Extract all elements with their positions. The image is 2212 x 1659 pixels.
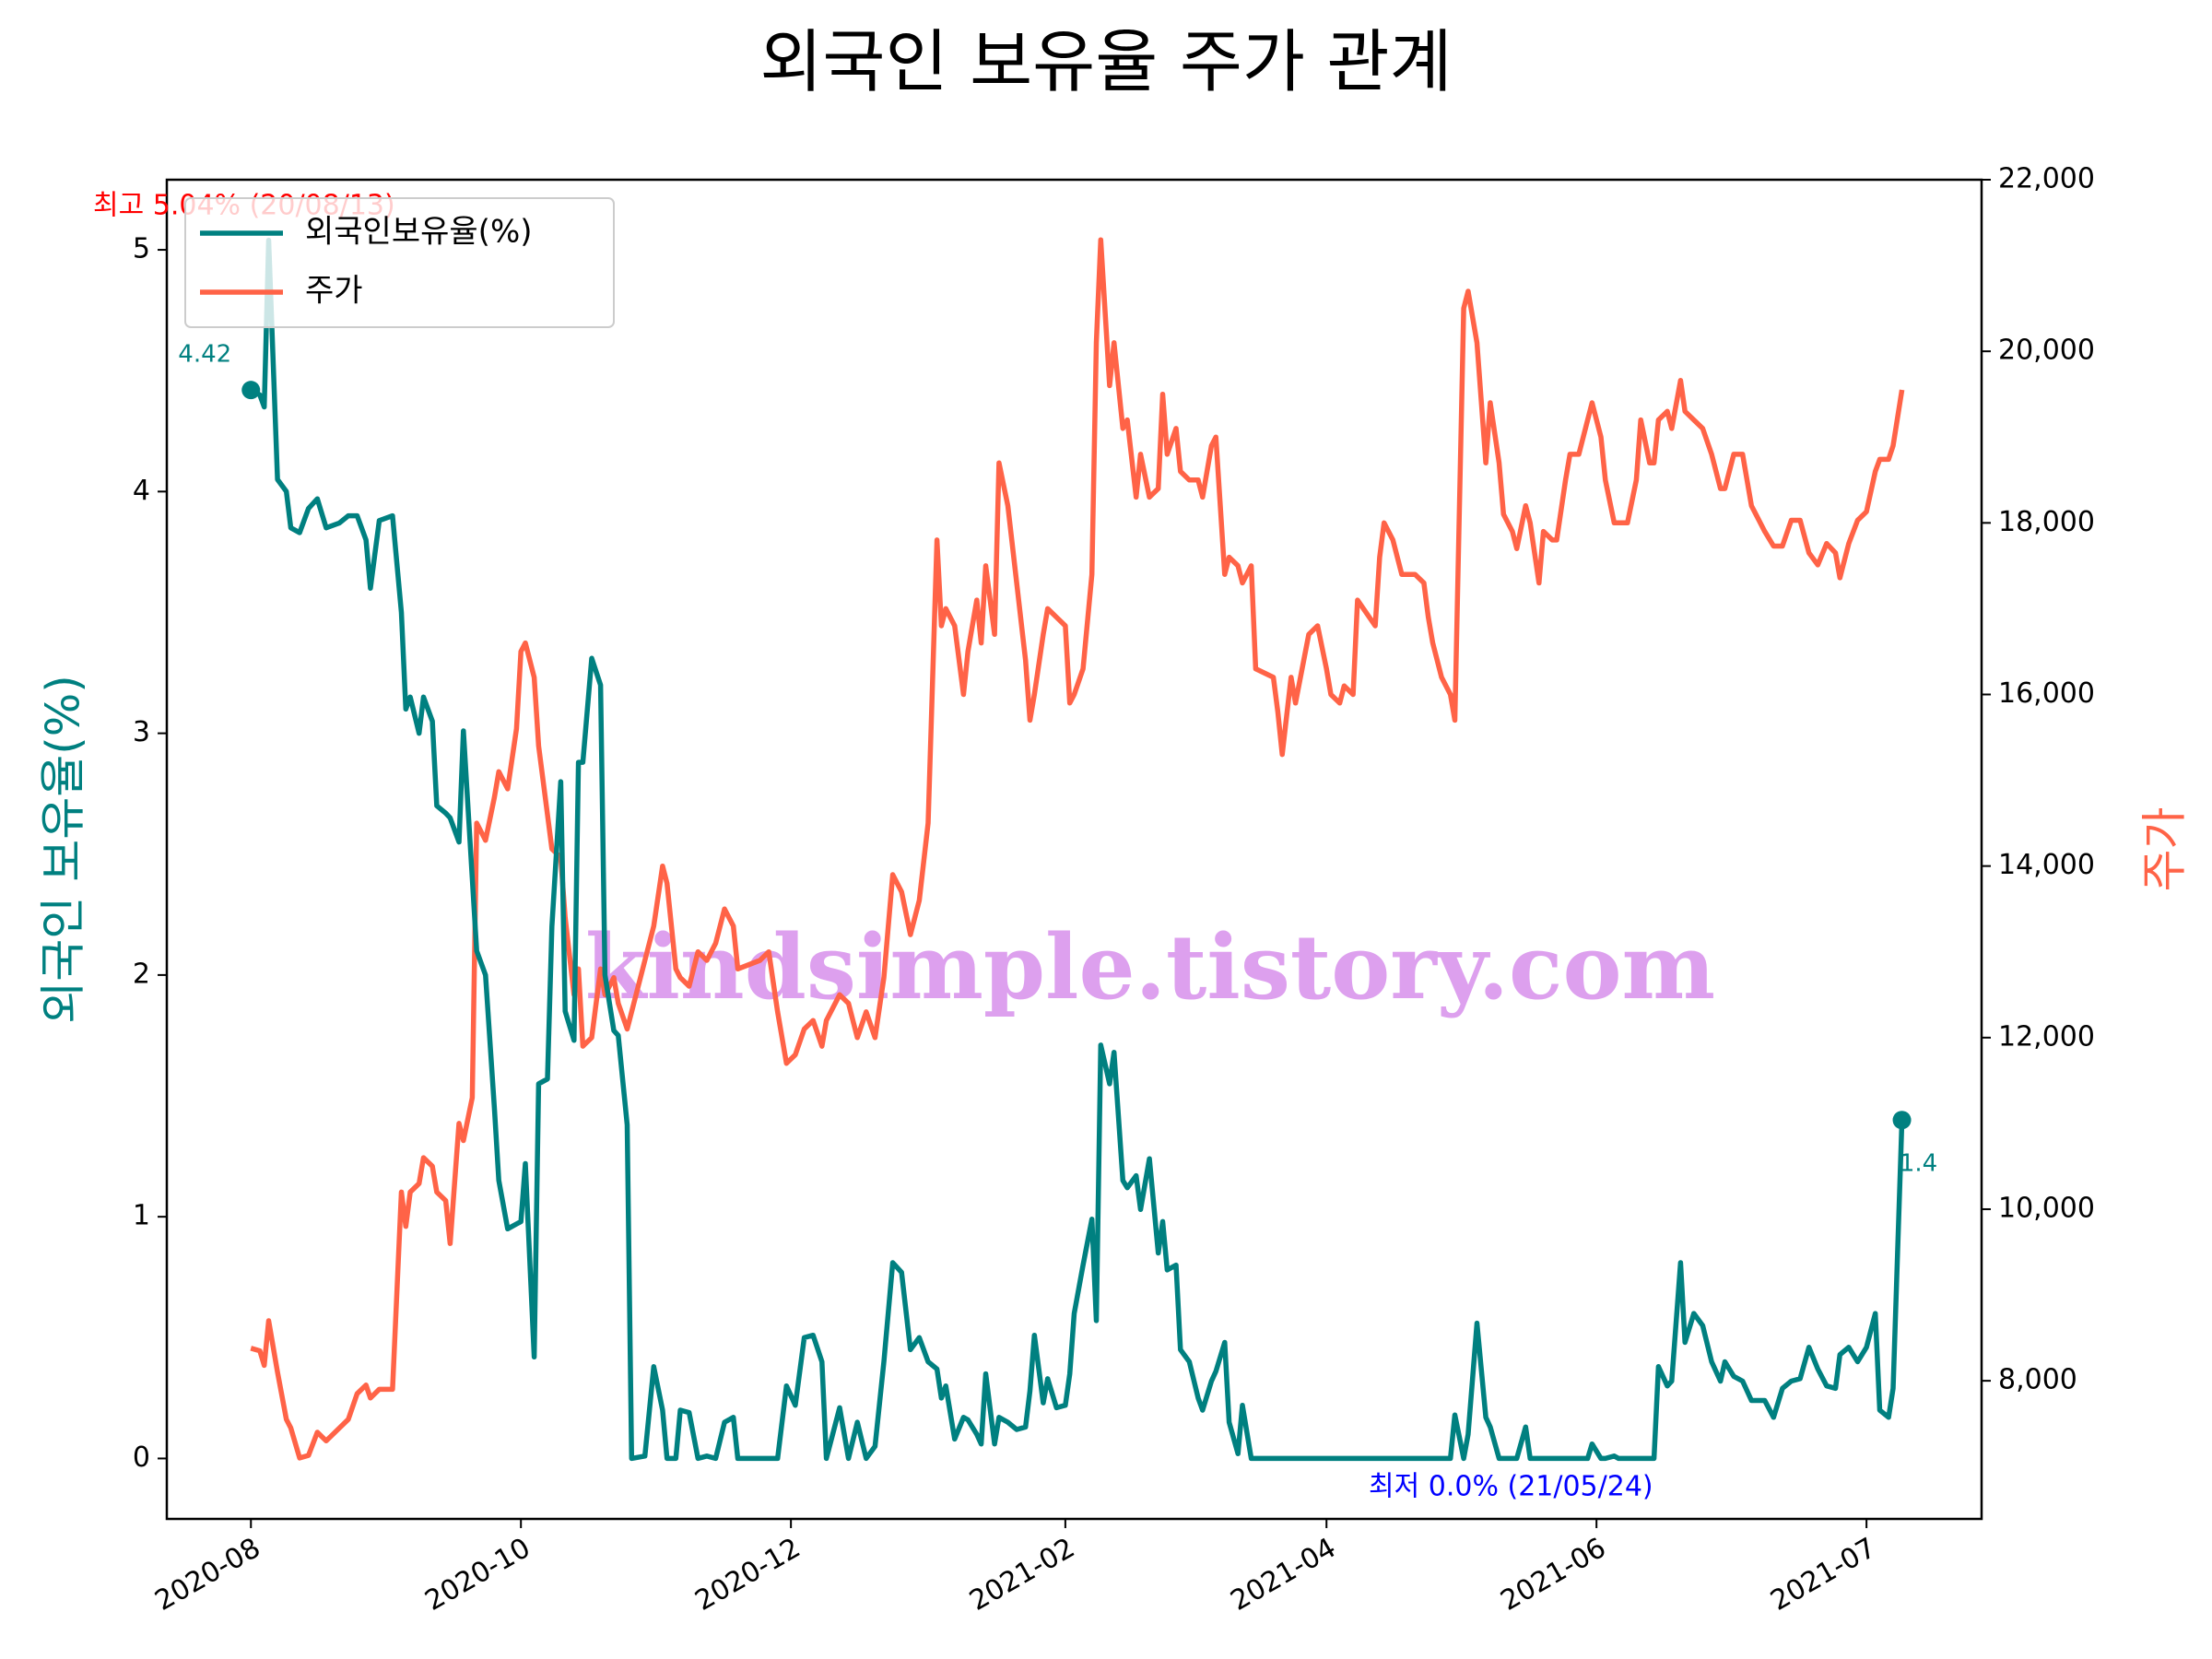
y2-tick-label: 16,000 <box>1998 677 2095 710</box>
legend-box <box>184 197 615 328</box>
legend-label: 외국인보유율(%) <box>305 214 533 251</box>
legend-label: 주가 <box>305 273 363 310</box>
watermark: kindsimple.tistory.com <box>585 915 1715 1019</box>
point-label: 4.42 <box>178 341 231 369</box>
point-label: 1.4 <box>1900 1150 1937 1178</box>
y2-tick-label: 12,000 <box>1998 1020 2095 1053</box>
y-tick-label: 0 <box>133 1441 150 1474</box>
y2-tick-label: 22,000 <box>1998 163 2095 195</box>
y-tick-label: 5 <box>133 233 150 265</box>
end-marker <box>241 381 261 400</box>
annotation: 최저 0.0% (21/05/24) <box>1369 1471 1653 1503</box>
line-series <box>249 237 1905 1462</box>
line-series <box>250 237 1905 1461</box>
end-marker <box>1892 1111 1912 1130</box>
y2-tick-label: 18,000 <box>1998 506 2095 538</box>
y-tick-label: 3 <box>133 716 150 748</box>
y-tick-label: 1 <box>133 1200 150 1232</box>
y-axis-label: 외국인 보유율(%) <box>37 675 90 1023</box>
y2-tick-label: 20,000 <box>1998 335 2095 367</box>
plot-frame <box>165 178 1983 1521</box>
y2-axis-label: 주가 <box>2138 807 2192 892</box>
y-tick-label: 4 <box>133 475 150 507</box>
y2-tick-label: 14,000 <box>1998 849 2095 881</box>
y2-tick-label: 10,000 <box>1998 1192 2095 1224</box>
chart-title: 외국인 보유율 주가 관계 <box>759 23 1452 102</box>
y2-tick-label: 8,000 <box>1998 1364 2077 1396</box>
y-tick-label: 2 <box>133 958 150 990</box>
